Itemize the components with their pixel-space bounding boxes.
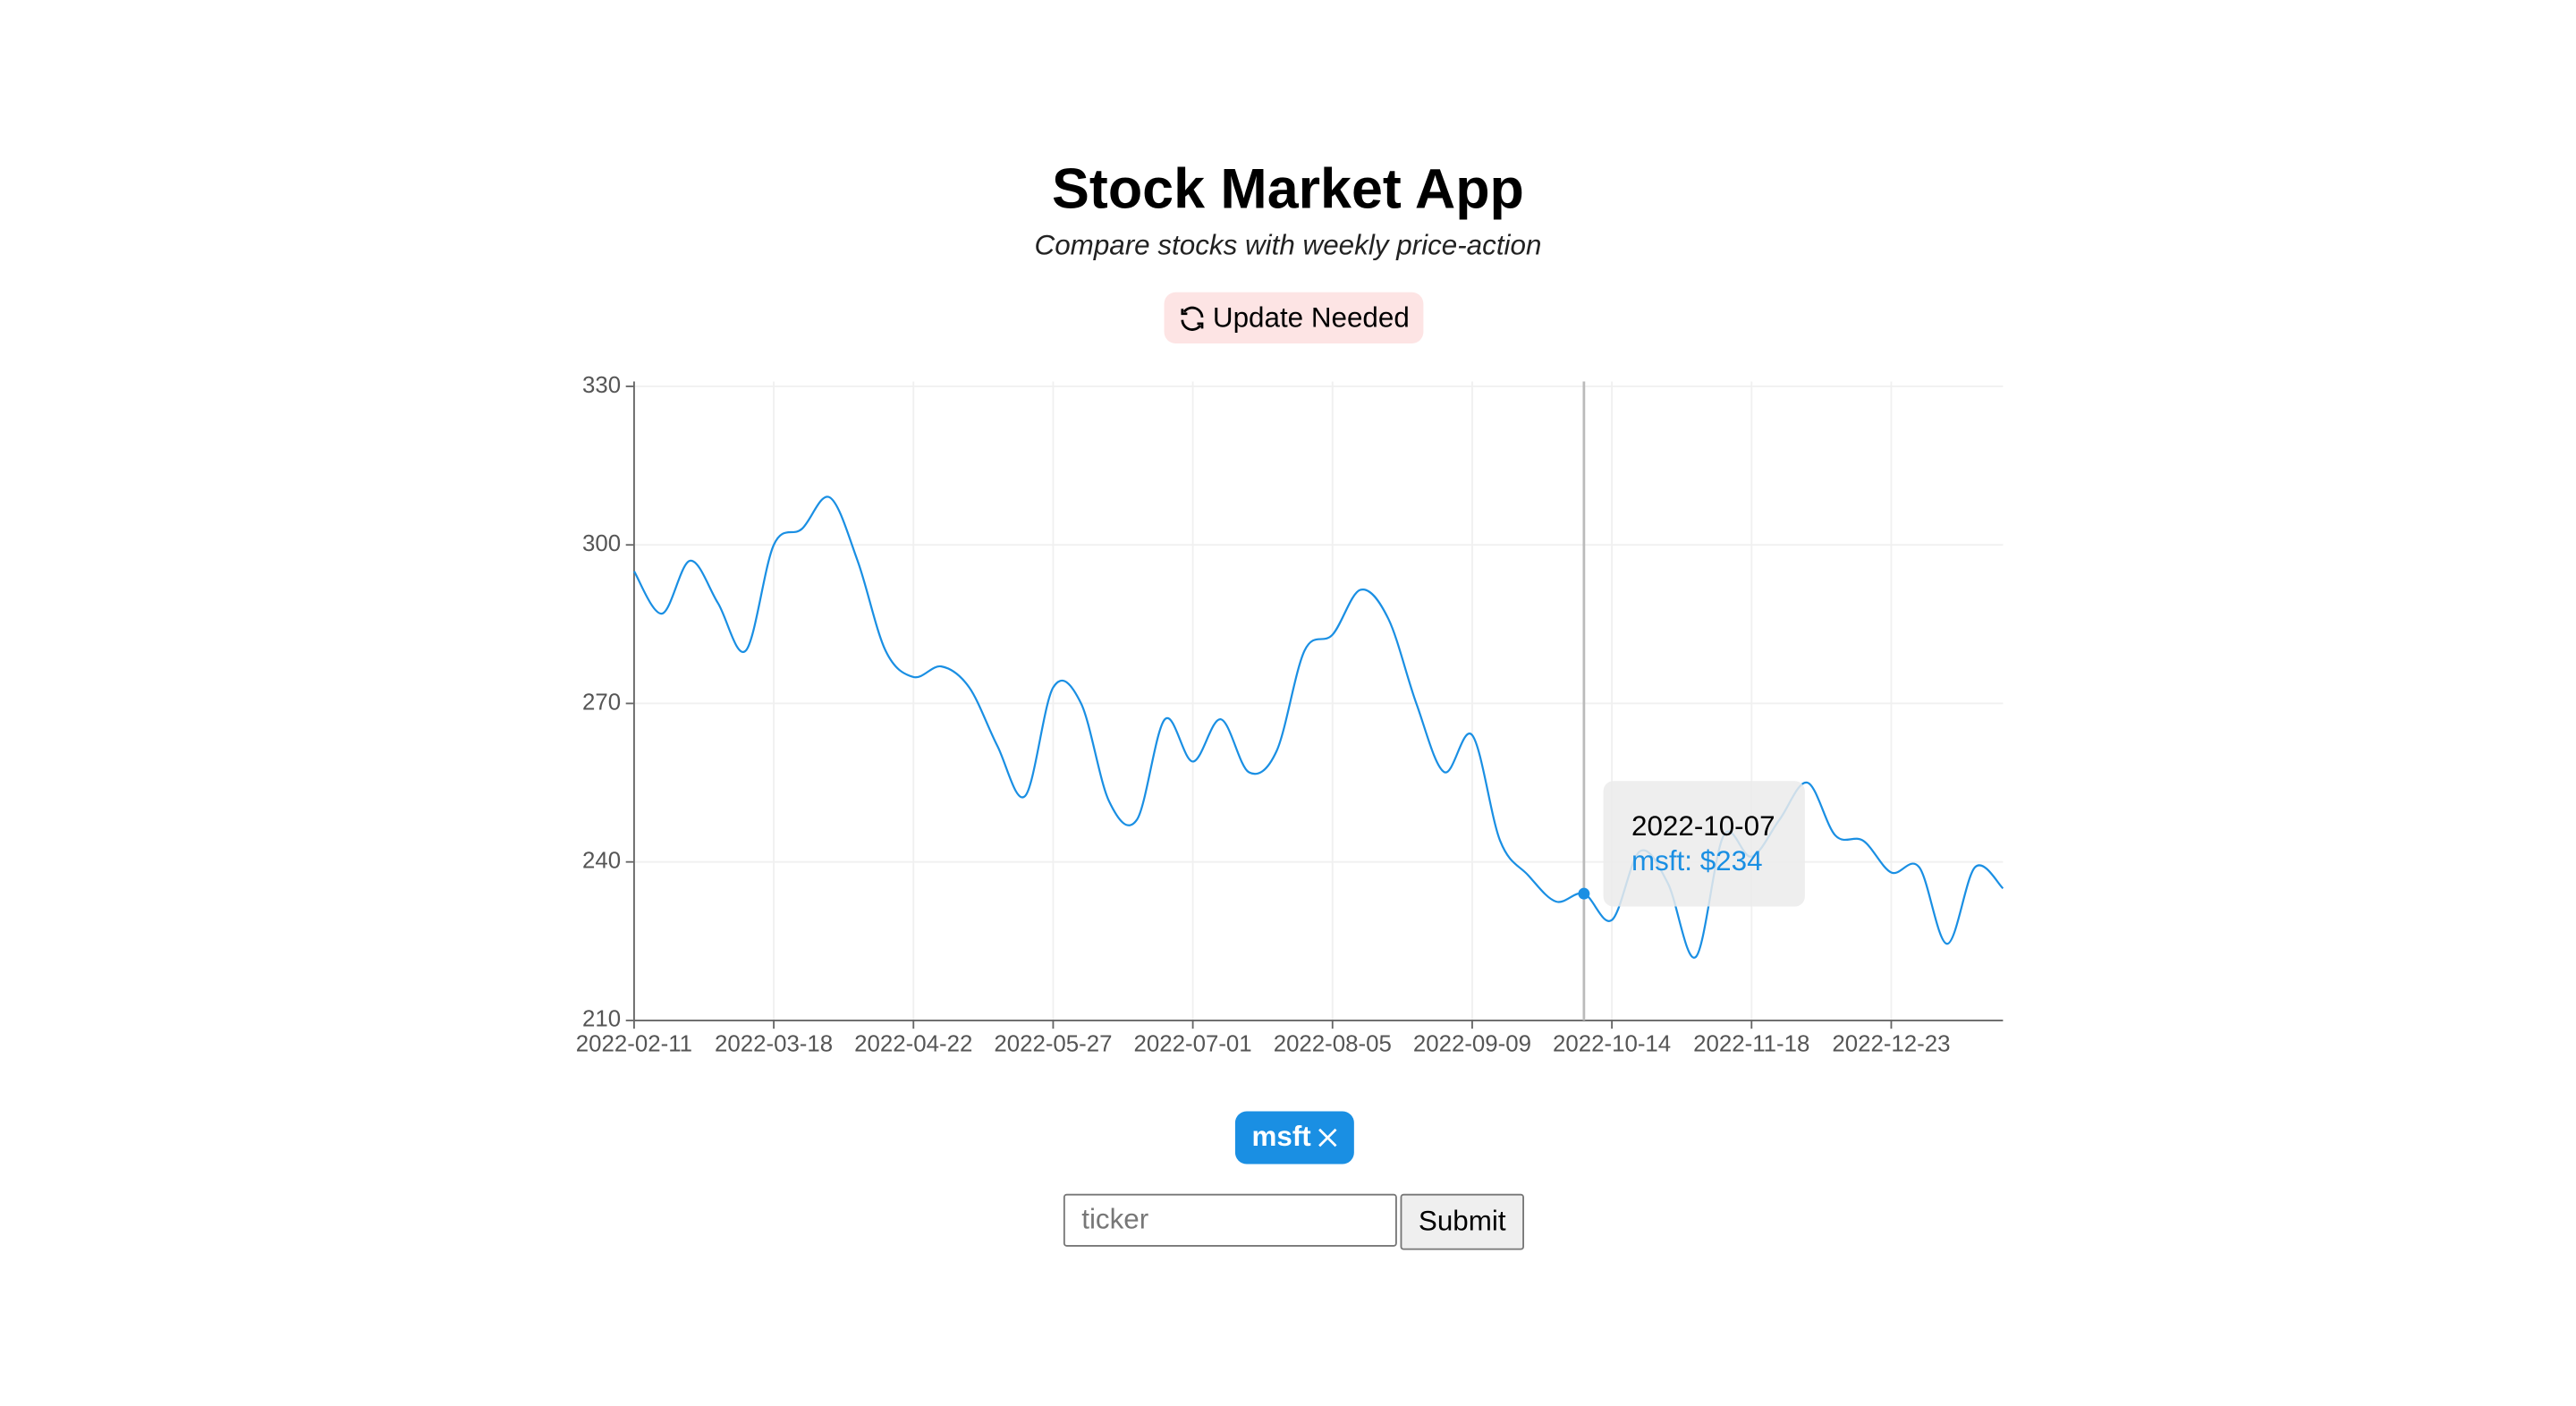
y-tick-label: 300: [582, 531, 621, 556]
x-tick-label: 2022-11-18: [1693, 1031, 1809, 1056]
y-tick-label: 210: [582, 1007, 621, 1032]
placeholder: ticker: [1081, 1203, 1149, 1235]
tooltip: 2022-10-07 msft: $234: [1603, 781, 1805, 907]
x-tick-label: 2022-12-23: [1832, 1031, 1950, 1056]
refresh-icon: [1182, 305, 1205, 330]
tooltip-date: 2022-10-07: [1631, 810, 1775, 843]
ticker-input[interactable]: ticker: [1063, 1193, 1397, 1247]
x-tick-label: 2022-09-09: [1413, 1031, 1531, 1056]
chip-label: msft: [1251, 1121, 1311, 1153]
x-tick-label: 2022-02-11: [576, 1031, 692, 1056]
chip-close[interactable]: [1318, 1128, 1337, 1148]
x-tick-label: 2022-05-27: [994, 1031, 1112, 1056]
subtitle: Compare stocks with weekly price-action: [1034, 229, 1542, 261]
submit-button[interactable]: Submit: [1400, 1193, 1524, 1250]
chart: 210 240 270 300 330 2022-02-11 2022-03-18 2022-…: [576, 373, 2004, 1056]
y-tick-label: 270: [582, 690, 621, 715]
y-tick-label: 330: [582, 373, 621, 398]
x-tick-label: 2022-07-01: [1134, 1031, 1252, 1056]
x-tick-label: 2022-03-18: [715, 1031, 833, 1056]
ticker-chip[interactable]: msft: [1234, 1111, 1354, 1165]
x-tick-label: 2022-10-14: [1553, 1031, 1671, 1056]
tooltip-value: msft: $234: [1631, 845, 1763, 877]
badge-label: Update Needed: [1212, 301, 1410, 333]
hover-dot: [1578, 887, 1590, 900]
x-tick-label: 2022-04-22: [854, 1031, 972, 1056]
x-tick-label: 2022-08-05: [1274, 1031, 1392, 1056]
update-badge[interactable]: Update Needed: [1164, 292, 1424, 343]
y-tick-label: 240: [582, 849, 621, 874]
title: Stock Market App: [1052, 158, 1524, 222]
